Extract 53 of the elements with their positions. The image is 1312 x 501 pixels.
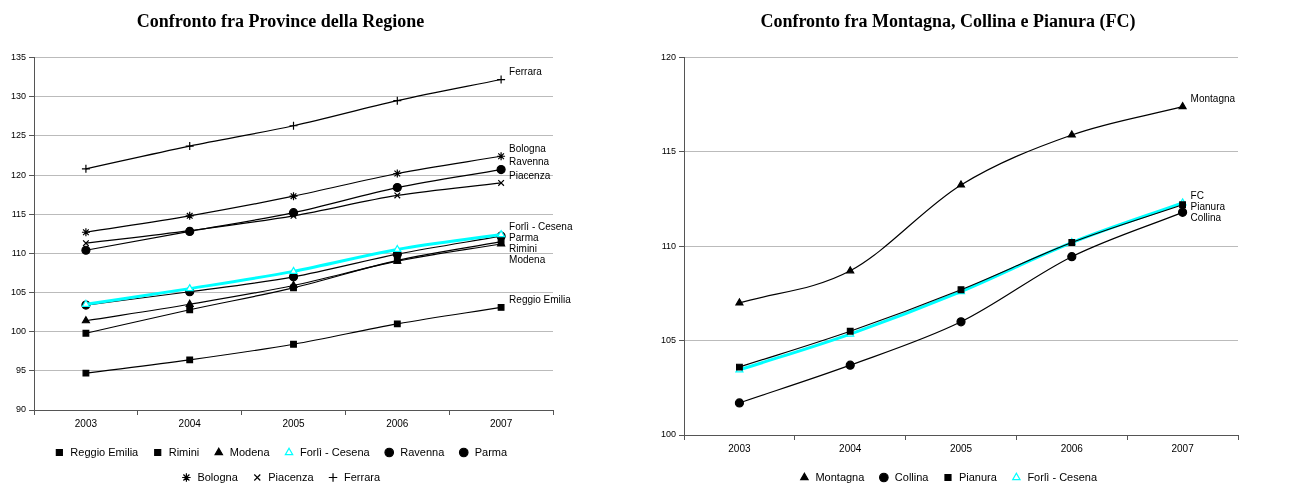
annotation: Forlì - Cesena <box>509 221 573 233</box>
annotation: Pianura <box>1190 200 1226 212</box>
chart-title: Confronto fra Montagna, Collina e Pianura (FC) <box>760 11 1136 33</box>
legend-label: Modena <box>229 445 271 458</box>
y-tick-label: 115 <box>661 146 677 157</box>
x-tick-label: 2004 <box>178 417 202 429</box>
x-tick-label: 2003 <box>728 442 751 454</box>
annotation: Parma <box>509 232 539 244</box>
legend-label: Reggio Emilia <box>70 445 140 458</box>
annotation: FC <box>1190 189 1204 201</box>
y-tick-label: 100 <box>10 326 27 337</box>
legend-label: Parma <box>474 445 509 458</box>
legend-label: Pianura <box>958 470 998 483</box>
y-tick-label: 95 <box>16 365 27 376</box>
annotation: Modena <box>509 254 546 266</box>
x-tick-label: 2005 <box>949 442 973 454</box>
x-tick-label: 2005 <box>282 417 306 429</box>
annotation: Bologna <box>509 143 547 155</box>
annotation: Ferrara <box>509 66 543 78</box>
annotation: Montagna <box>1190 93 1236 105</box>
legend-label: Collina <box>894 470 930 483</box>
y-tick-label: 120 <box>660 52 677 63</box>
legend-label: Ravenna <box>400 445 446 458</box>
y-tick-label: 115 <box>11 208 27 219</box>
y-tick-label: 135 <box>10 52 27 63</box>
legend-label: Piacenza <box>268 470 315 483</box>
legend-label: Ferrara <box>344 470 381 483</box>
annotation: Rimini <box>509 243 537 255</box>
annotation: Collina <box>1190 211 1222 223</box>
y-tick-label: 90 <box>16 404 27 415</box>
legend-label: Montagna <box>815 470 866 483</box>
y-tick-label: 105 <box>10 287 27 298</box>
legend-label: Forlì - Cesena <box>300 445 371 458</box>
y-tick-label: 105 <box>660 335 677 346</box>
y-tick-label: 110 <box>11 247 27 258</box>
y-tick-label: 110 <box>661 240 677 251</box>
x-tick-label: 2006 <box>1060 442 1084 454</box>
y-tick-label: 120 <box>10 169 27 180</box>
x-tick-label: 2007 <box>489 417 513 429</box>
y-tick-label: 100 <box>660 429 677 440</box>
annotation: Ravenna <box>509 156 550 168</box>
x-tick-label: 2003 <box>74 417 98 429</box>
y-tick-label: 125 <box>10 130 27 141</box>
annotation: Reggio Emilia <box>509 294 572 306</box>
y-tick-label: 130 <box>10 91 27 102</box>
chart-title: Confronto fra Province della Regione <box>136 11 425 32</box>
x-tick-label: 2004 <box>839 442 862 454</box>
legend-label: Rimini <box>168 445 200 458</box>
legend-label: Bologna <box>197 470 239 483</box>
legend-label: Forlì - Cesena <box>1027 470 1098 483</box>
annotation: Piacenza <box>509 169 551 181</box>
x-tick-label: 2006 <box>386 417 409 429</box>
x-tick-label: 2007 <box>1171 442 1195 454</box>
